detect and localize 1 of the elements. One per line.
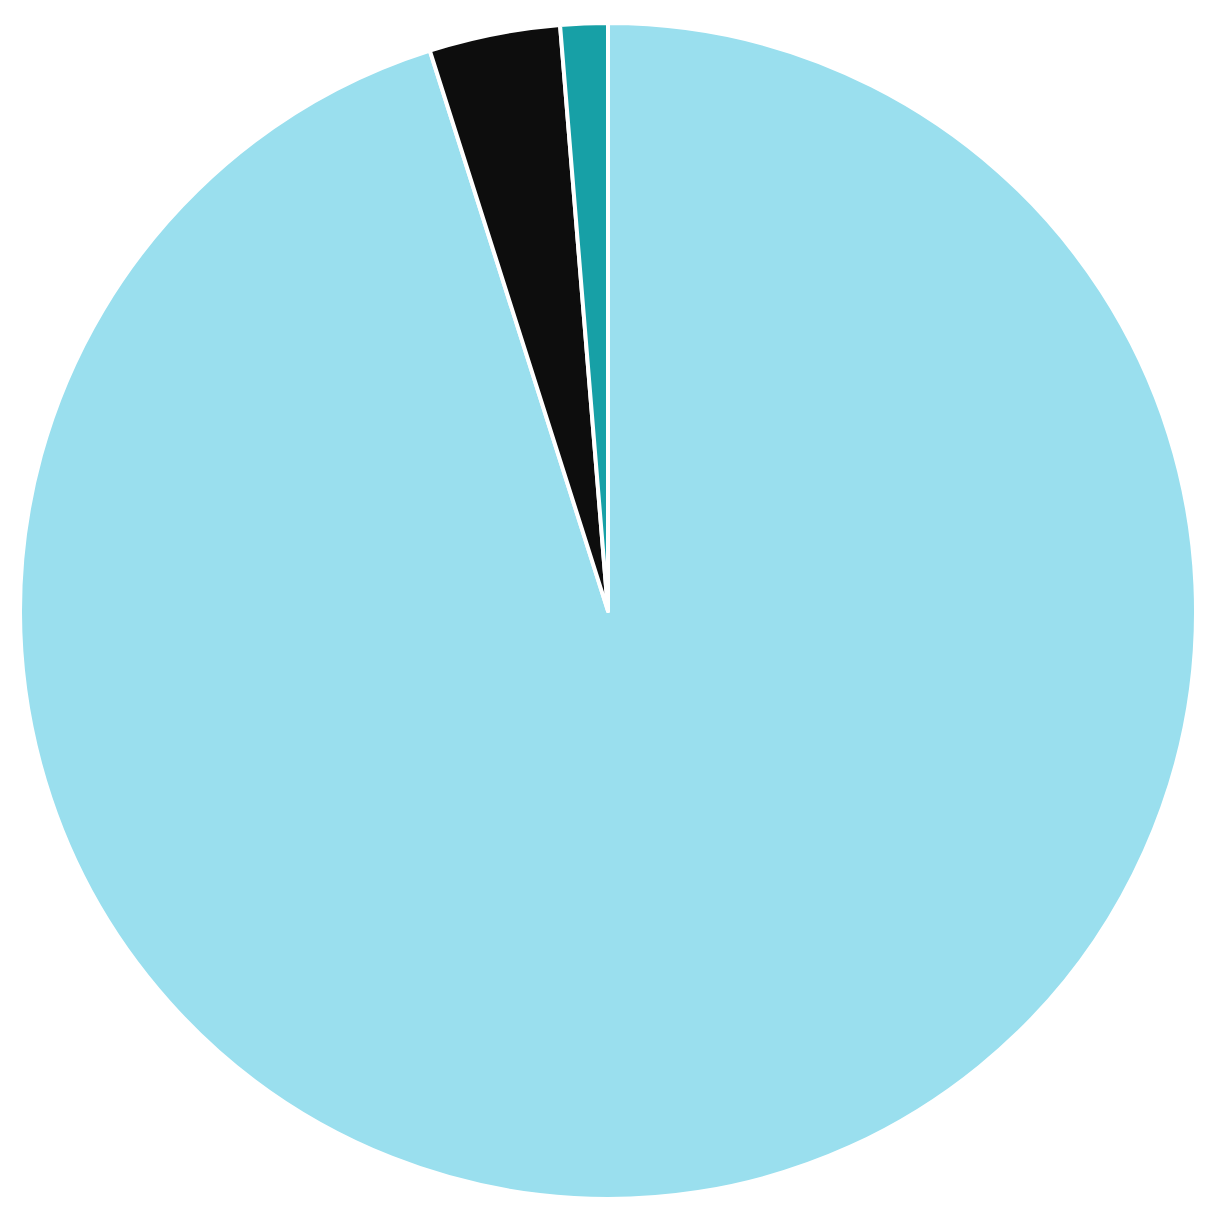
pie-slice: [18, 21, 1198, 1201]
